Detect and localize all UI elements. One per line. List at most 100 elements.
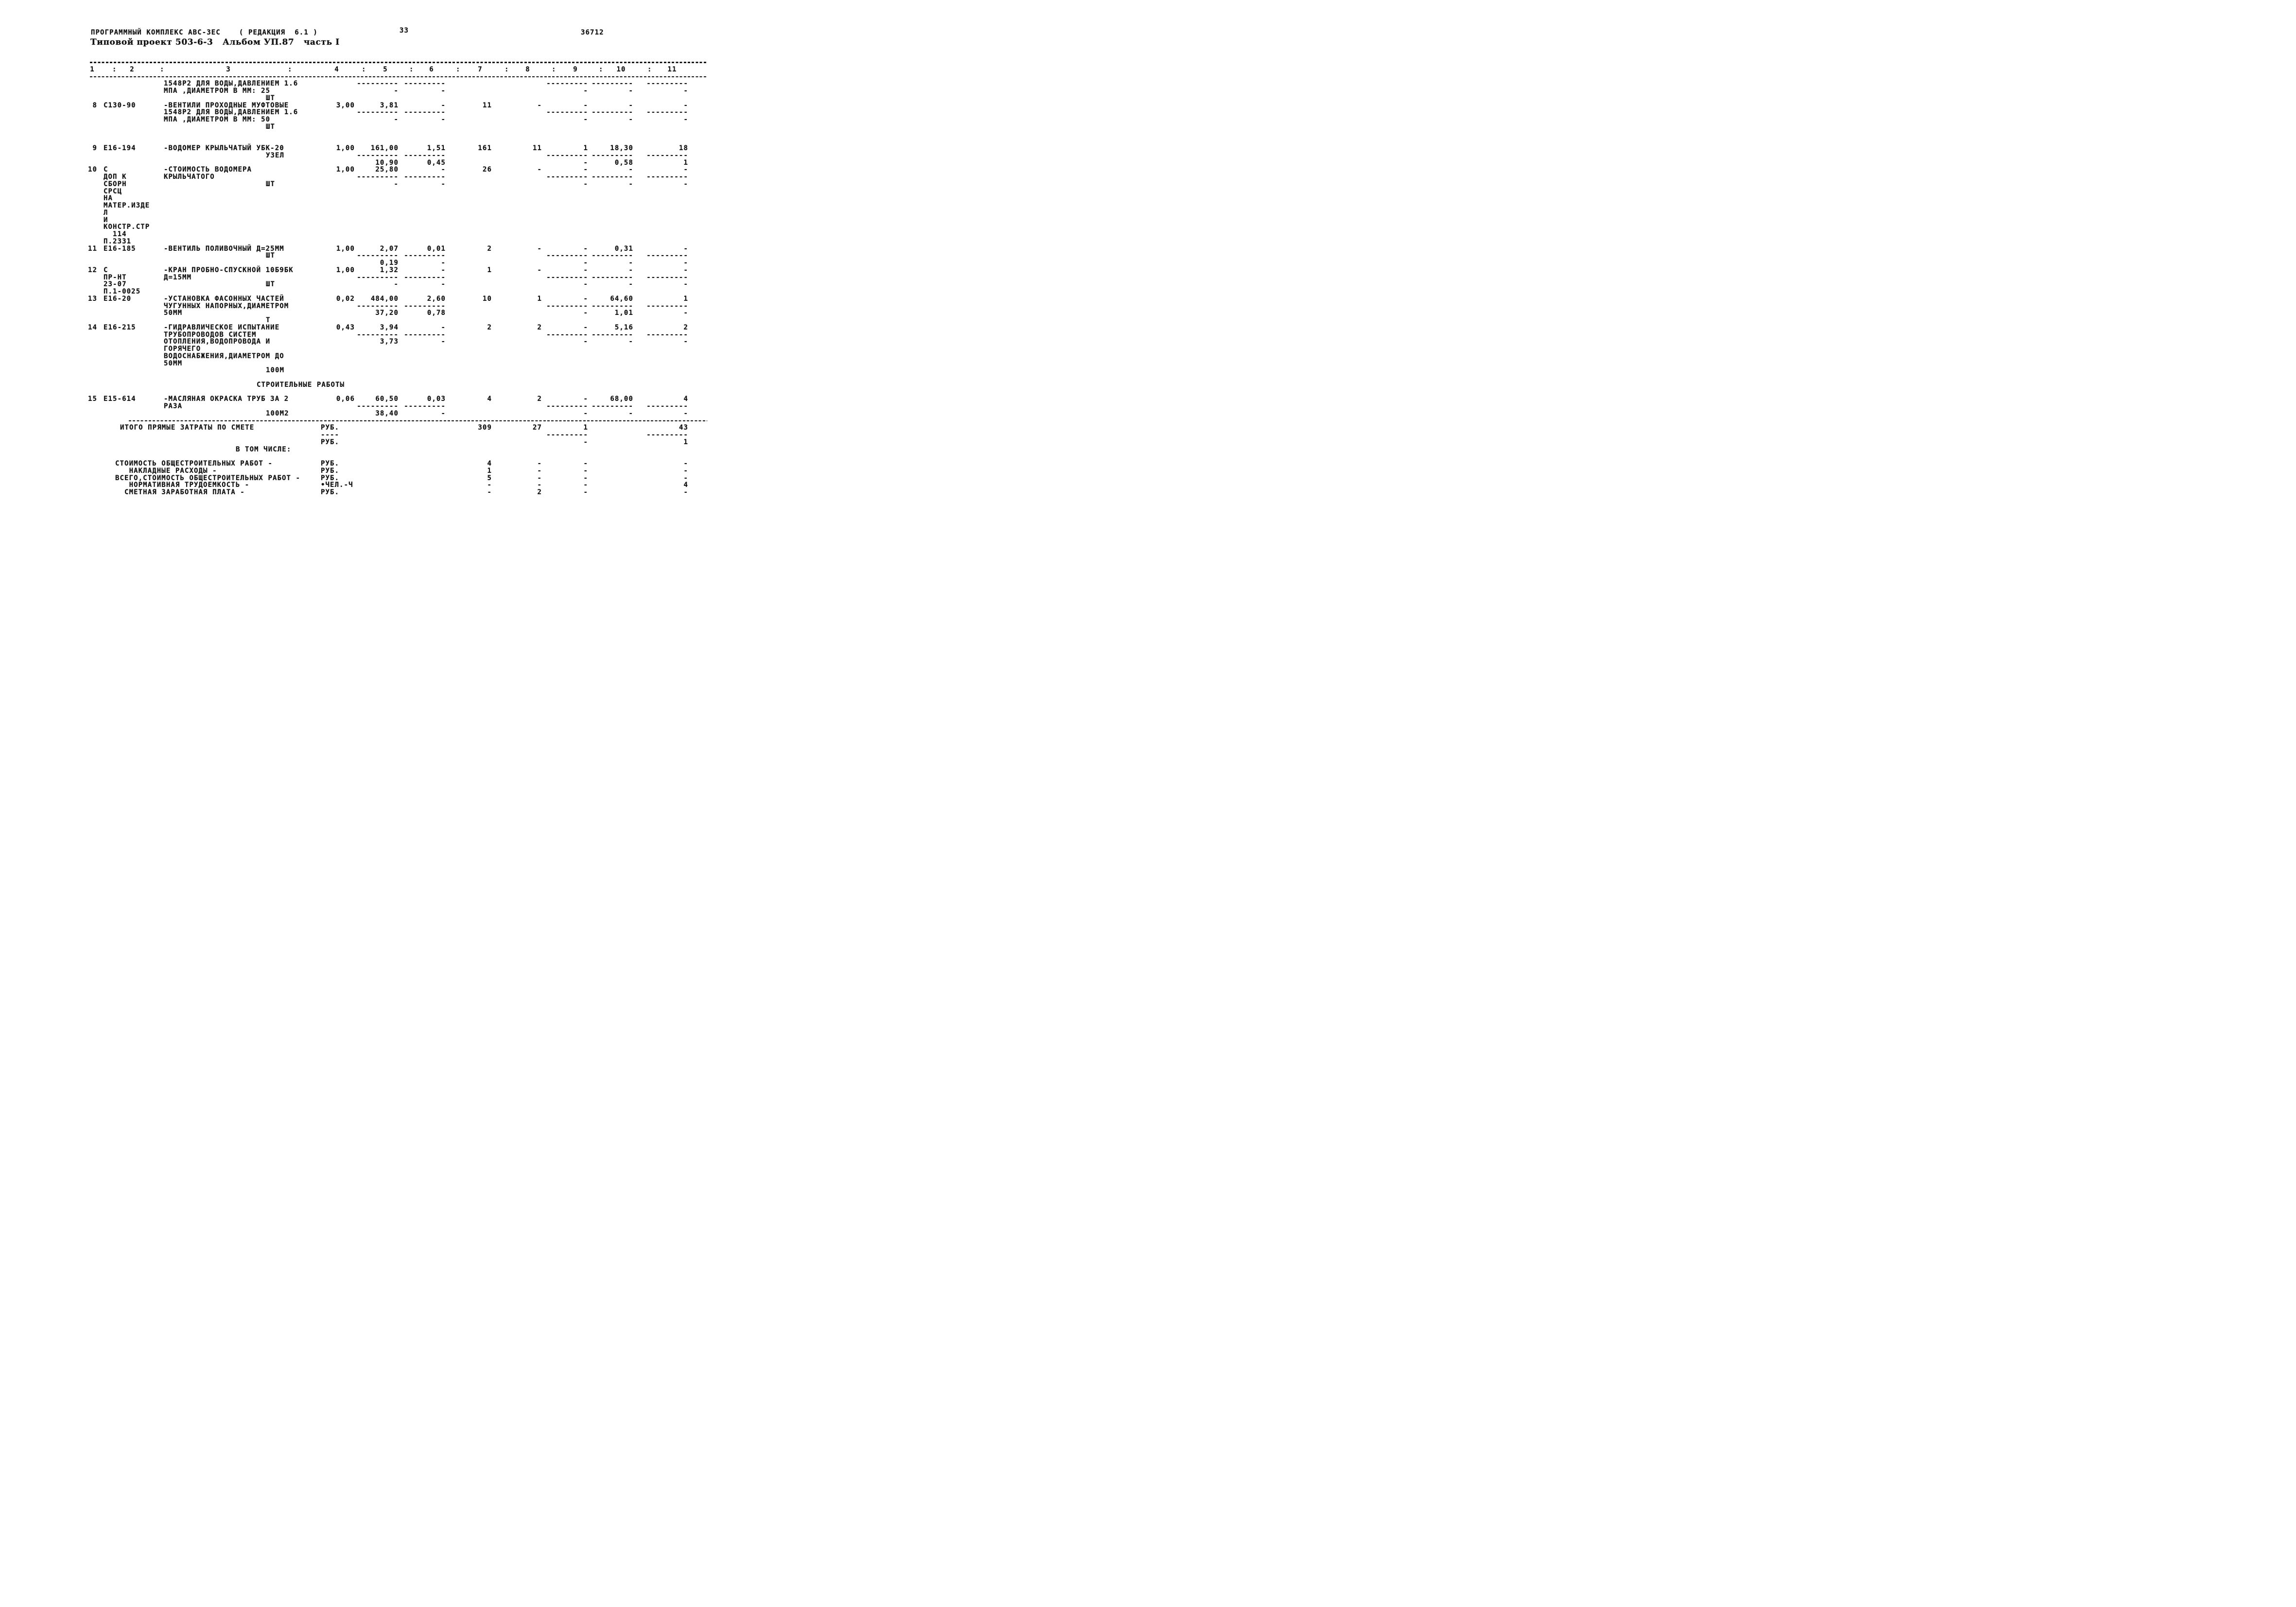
table-row: РУБ. НАКЛАДНЫЕ РАСХОДЫ - 1 - - - bbox=[0, 467, 765, 475]
cell-code: СБОРН bbox=[104, 180, 127, 188]
table-row: 100М2 38,40 - - - - bbox=[0, 410, 765, 417]
column-separator: : bbox=[504, 65, 509, 73]
cell-col6: 1,51 bbox=[427, 144, 446, 152]
cell-col5: --------- bbox=[357, 252, 399, 260]
cell-code: Е16-194 bbox=[104, 144, 136, 152]
cell-code: МАТЕР.ИЗДЕ bbox=[104, 202, 150, 209]
table-row: 10 С -СТОИМОСТЬ ВОДОМЕРА 1,00 25,80 - 26 - - - - bbox=[0, 166, 765, 173]
table-row: ОТОПЛЕНИЯ,ВОДОПРОВОДА И 3,73 - - - - bbox=[0, 338, 765, 346]
cell-col6: - bbox=[441, 180, 446, 188]
cell-code: СРСЦ bbox=[104, 187, 122, 195]
cell-col7: 1 bbox=[487, 266, 492, 274]
cell-col7: 309 bbox=[478, 424, 492, 432]
cell-col10: --------- bbox=[591, 252, 633, 260]
cell-unit-rub: РУБ. bbox=[321, 438, 340, 446]
blank-row bbox=[0, 389, 765, 396]
cell-col8: 2 bbox=[537, 395, 542, 403]
cell-col7: 1 bbox=[487, 467, 492, 475]
table-row: П.1-0025 bbox=[0, 288, 765, 295]
cell-col6: --------- bbox=[404, 108, 446, 117]
cell-col9: - bbox=[583, 460, 588, 467]
cell-col6: 0,45 bbox=[427, 158, 446, 167]
cell-col4-qty: 1,00 bbox=[336, 166, 355, 174]
cell-col10: - bbox=[628, 266, 633, 274]
table-row: 0,19 - - - - bbox=[0, 259, 765, 267]
cell-col10: 64,60 bbox=[610, 294, 633, 303]
cell-col5: - bbox=[394, 87, 399, 95]
separator-row bbox=[0, 417, 765, 425]
cell-col11: --------- bbox=[646, 108, 688, 117]
cell-col9: - bbox=[583, 323, 588, 331]
cell-col5: --------- bbox=[357, 108, 399, 117]
cell-code: С130-90 bbox=[104, 101, 136, 109]
cell-footer-label: СТОИМОСТЬ ОБЩЕСТРОИТЕЛЬНЫХ РАБОТ - bbox=[115, 460, 273, 467]
cell-col9: - bbox=[583, 488, 588, 496]
cell-col11: - bbox=[683, 87, 688, 95]
cell-col5: 2,07 bbox=[380, 244, 399, 253]
cell-col11: --------- bbox=[646, 173, 688, 181]
table-row: 8 С130-90 -ВЕНТИЛИ ПРОХОДНЫЕ МУФТОВЫЕ 3,00 3… bbox=[0, 102, 765, 109]
cell-description: 1548Р2 ДЛЯ ВОДЫ,ДАВЛЕНИЕМ 1.6 bbox=[164, 108, 298, 117]
cell-col9: - bbox=[583, 244, 588, 253]
cell-col8: - bbox=[537, 166, 542, 174]
page-header: ПРОГРАММНЫЙ КОМПЛЕКС АВС-ЗЕС ( РЕДАКЦИЯ … bbox=[0, 0, 765, 58]
column-number-6: 6 bbox=[429, 65, 434, 73]
cell-unit-rub: РУБ. bbox=[321, 474, 340, 482]
cell-col5: --------- bbox=[357, 330, 399, 339]
cell-col11: - bbox=[683, 244, 688, 253]
cell-col11: 4 bbox=[683, 481, 688, 489]
column-separator: : bbox=[647, 65, 652, 73]
cell-col9: - bbox=[583, 309, 588, 317]
table-row: ТРУБОПРОВОДОВ СИСТЕМ --------- --------- --… bbox=[0, 331, 765, 339]
table-row: СРСЦ bbox=[0, 188, 765, 195]
cell-col7: 161 bbox=[478, 144, 492, 152]
cell-item-number: 11 bbox=[87, 244, 97, 253]
cell-col11: --------- bbox=[646, 302, 688, 310]
table-row: МПА ,ДИАМЕТРОМ В ММ: 25 - - - - - bbox=[0, 87, 765, 95]
cell-col9: - bbox=[583, 338, 588, 346]
table-row: Т bbox=[0, 317, 765, 324]
cell-col11: --------- bbox=[646, 431, 688, 439]
table-row: В ТОМ ЧИСЛЕ: bbox=[0, 446, 765, 453]
table-row: РУБ. СМЕТНАЯ ЗАРАБОТНАЯ ПЛАТА - - 2 - - bbox=[0, 489, 765, 496]
table-row: РУБ. ИТОГО ПРЯМЫЕ ЗАТРАТЫ ПО СМЕТЕ 309 27 1 4… bbox=[0, 424, 765, 432]
cell-item-number: 8 bbox=[92, 101, 97, 109]
cell-col5: 60,50 bbox=[375, 395, 399, 403]
cell-code: ДОП К bbox=[104, 173, 127, 181]
column-number-2: 2 bbox=[130, 65, 135, 73]
cell-col11: - bbox=[683, 166, 688, 174]
cell-code: П.2331 bbox=[104, 237, 132, 245]
document-number: 36712 bbox=[581, 29, 604, 36]
cell-col7: 26 bbox=[482, 166, 492, 174]
cell-col6: --------- bbox=[404, 273, 446, 281]
column-separator: : bbox=[112, 65, 117, 73]
cell-col9: - bbox=[583, 101, 588, 109]
table-row: ДОП К КРЫЛЬЧАТОГО --------- --------- ------… bbox=[0, 173, 765, 181]
cell-col10: 68,00 bbox=[610, 395, 633, 403]
cell-unit: ШТ bbox=[266, 252, 276, 260]
cell-col11: 1 bbox=[683, 158, 688, 167]
cell-description: МПА ,ДИАМЕТРОМ В ММ: 50 bbox=[164, 116, 271, 123]
cell-col9: - bbox=[583, 481, 588, 489]
cell-col4-qty: 0,43 bbox=[336, 323, 355, 331]
table-row: РУБ. ВСЕГО,СТОИМОСТЬ ОБЩЕСТРОИТЕЛЬНЫХ РАБ… bbox=[0, 474, 765, 482]
separator-row bbox=[0, 59, 765, 66]
column-number-1: 1 bbox=[90, 65, 95, 73]
table-row: СТРОИТЕЛЬНЫЕ РАБОТЫ bbox=[0, 381, 765, 389]
table-row: ПР-НТ Д=15ММ --------- --------- --------- --… bbox=[0, 274, 765, 281]
scanned-estimate-page: ПРОГРАММНЫЙ КОМПЛЕКС АВС-ЗЕС ( РЕДАКЦИЯ … bbox=[0, 0, 765, 536]
cell-col6: --------- bbox=[404, 402, 446, 410]
cell-col5: 3,81 bbox=[380, 101, 399, 109]
cell-col10: 0,58 bbox=[614, 158, 633, 167]
column-number-3: 3 bbox=[226, 65, 231, 73]
column-number-5: 5 bbox=[383, 65, 388, 73]
blank-row bbox=[0, 131, 765, 138]
cell-code: ПР-НТ bbox=[104, 273, 127, 281]
cell-col9: - bbox=[583, 438, 588, 446]
cell-col9: - bbox=[583, 294, 588, 303]
cell-unit-rub: РУБ. bbox=[321, 488, 340, 496]
cell-col5: 10,90 bbox=[375, 158, 399, 167]
column-separator: : bbox=[362, 65, 366, 73]
cell-col6: --------- bbox=[404, 151, 446, 159]
cell-col11: - bbox=[683, 259, 688, 267]
